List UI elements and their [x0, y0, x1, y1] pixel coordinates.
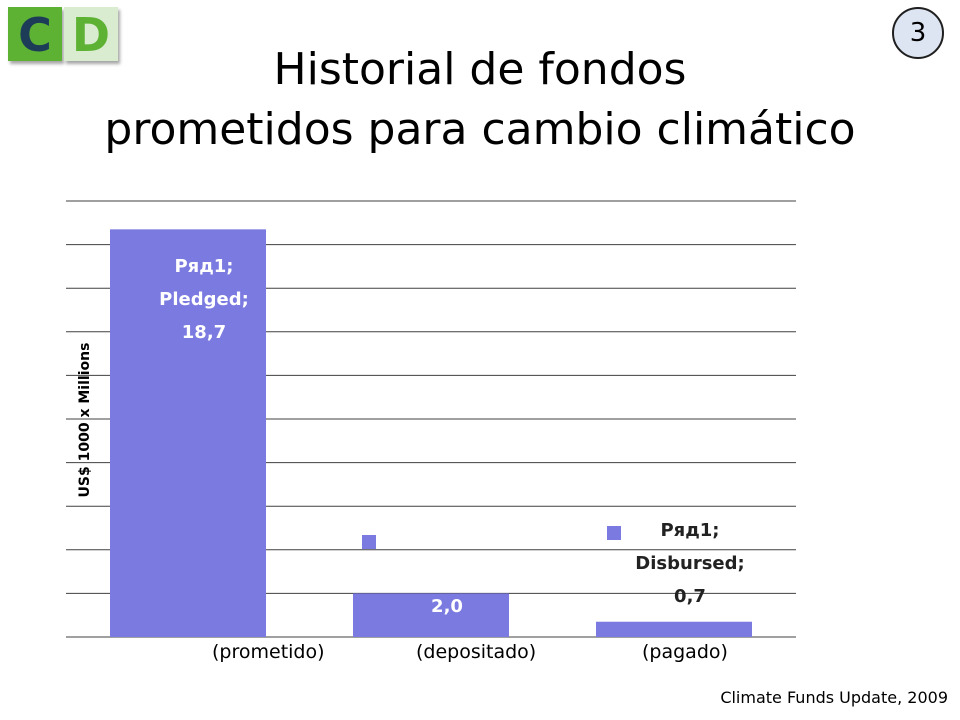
data-label-line: Ряд1;	[660, 520, 719, 541]
category-label-depositado: (depositado)	[416, 641, 537, 663]
legend-key-2	[607, 526, 621, 540]
data-label-0: Ряд1; Pledged; 18,7	[159, 256, 249, 343]
slide-number-badge: 3	[892, 7, 944, 59]
title-line-1: Historial de fondos	[273, 44, 687, 95]
data-label-line: Deposited;	[392, 563, 502, 584]
source-note: Climate Funds Update, 2009	[720, 688, 948, 707]
cd-logo: C D	[8, 7, 120, 62]
logo-d-letter: D	[71, 8, 111, 62]
logo-d-tile: D	[64, 7, 118, 62]
bar-2	[596, 621, 752, 637]
logo-c-letter: C	[18, 8, 52, 62]
bar-1	[353, 593, 509, 637]
data-label-2: Ряд1; Disbursed; 0,7	[635, 520, 744, 607]
data-label-line: Ряд1;	[417, 530, 476, 551]
category-label-prometido: (prometido)	[212, 641, 325, 663]
data-label-line: Pledged;	[159, 289, 249, 310]
logo-c-tile: C	[8, 7, 62, 62]
data-label-line: Disbursed;	[635, 553, 744, 574]
category-label-pagado: (pagado)	[642, 641, 728, 663]
title-line-2: prometidos para cambio climático	[104, 104, 856, 155]
data-label-line: Ряд1;	[174, 256, 233, 277]
data-label-line: 18,7	[182, 322, 226, 343]
bar-0	[110, 229, 266, 637]
legend-key-1	[362, 535, 376, 549]
data-label-line: 0,7	[674, 586, 706, 607]
y-axis-label: US$ 1000 x Millions	[77, 342, 93, 498]
data-label-1: Ряд1; Deposited; 2,0	[392, 530, 502, 617]
page-title: Historial de fondos prometidos para camb…	[40, 40, 920, 160]
data-label-line: 2,0	[431, 596, 463, 617]
